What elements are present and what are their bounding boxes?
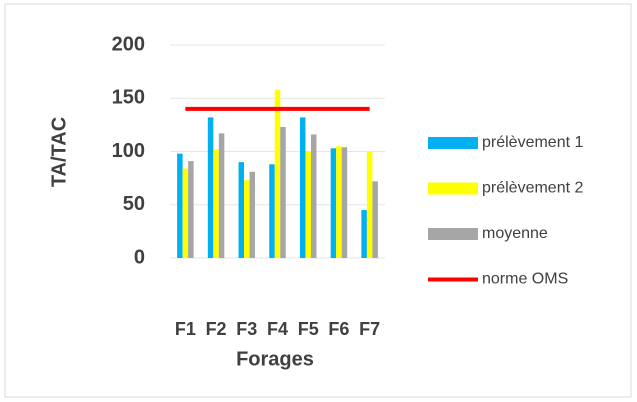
x-tick-label: F6 [328, 319, 349, 339]
bar [182, 168, 189, 258]
x-axis-title: Forages [236, 348, 314, 370]
y-tick-label: 150 [112, 87, 145, 109]
y-tick-label: 200 [112, 33, 145, 55]
y-tick-label: 0 [134, 246, 145, 268]
x-tick-label: F5 [298, 319, 319, 339]
bar [366, 151, 373, 258]
bar [330, 148, 337, 258]
bar [213, 149, 219, 258]
bar [372, 181, 378, 258]
bar [238, 162, 245, 258]
x-tick-label: F1 [175, 319, 196, 339]
bar [280, 127, 286, 258]
legend-label: prélèvement 2 [482, 180, 583, 197]
bar [177, 153, 183, 258]
bar [274, 89, 281, 258]
y-axis-title: TA/TAC [48, 117, 70, 187]
legend-swatch [428, 228, 478, 240]
legend-swatch [428, 182, 478, 195]
x-tick-label: F2 [206, 319, 227, 339]
bar [310, 134, 317, 258]
x-tick-label: F7 [359, 319, 380, 339]
legend-label: moyenne [482, 225, 548, 242]
legend-label: norme OMS [482, 271, 568, 288]
bar [341, 147, 348, 258]
bar [218, 133, 225, 258]
bar [249, 171, 256, 258]
bar [244, 180, 250, 258]
chart-frame [4, 3, 632, 398]
bar [336, 146, 342, 258]
legend-swatch [428, 137, 478, 149]
legend-label: prélèvement 1 [482, 134, 583, 151]
bar [188, 161, 194, 258]
x-tick-label: F3 [236, 319, 257, 339]
bar [207, 117, 214, 258]
y-tick-label: 50 [123, 193, 145, 215]
bar [299, 117, 306, 258]
y-tick-label: 100 [112, 140, 145, 162]
x-tick-label: F4 [267, 319, 288, 339]
bar [361, 210, 367, 258]
bar [269, 164, 275, 258]
bar [305, 151, 311, 258]
